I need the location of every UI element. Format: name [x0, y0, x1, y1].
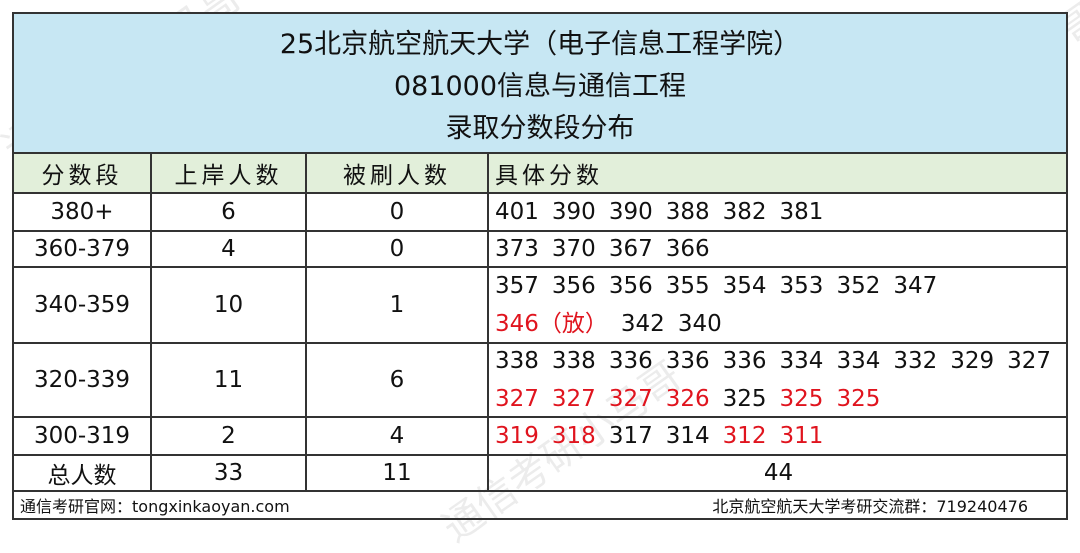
footer-website: 通信考研官网：tongxinkaoyan.com — [20, 497, 290, 516]
score-admitted: 336 — [665, 348, 710, 374]
table-row: 300-319 2 4 319 318 317 314 312 311 — [14, 418, 1066, 456]
header-scores: 具体分数 — [495, 163, 603, 189]
header-rejected: 被刷人数 — [307, 154, 489, 192]
score-range: 360-379 — [14, 232, 152, 266]
score-admitted: 390 — [608, 199, 653, 225]
score-list: 373 370 367 366 — [489, 232, 1068, 266]
score-rejected: 346（放） — [495, 311, 608, 337]
score-list: 338 338 336 336 336 334 334 332 329 327 327 327 327 3… — [489, 344, 1068, 416]
score-admitted: 342 — [620, 311, 665, 337]
total-all: 44 — [763, 460, 794, 486]
score-range: 380+ — [14, 194, 152, 230]
score-admitted: 370 — [551, 236, 596, 262]
score-admitted: 390 — [551, 199, 596, 225]
score-distribution-table: 25北京航空航天大学（电子信息工程学院） 081000信息与通信工程 录取分数段… — [12, 12, 1068, 520]
table-row: 360-379 4 0 373 370 367 366 — [14, 232, 1066, 268]
score-admitted: 334 — [779, 348, 824, 374]
admitted-count: 10 — [152, 268, 307, 342]
rejected-count: 6 — [307, 344, 489, 416]
score-admitted: 334 — [836, 348, 881, 374]
header-admitted: 上岸人数 — [152, 154, 307, 192]
score-list: 319 318 317 314 312 311 — [489, 418, 1068, 454]
table-row: 320-339 11 6 338 338 336 336 336 334 334 332 329 327… — [14, 344, 1066, 418]
total-row: 总人数 33 11 44 — [14, 456, 1066, 492]
score-admitted: 332 — [893, 348, 938, 374]
score-admitted: 381 — [779, 199, 824, 225]
score-admitted: 338 — [495, 348, 539, 374]
score-admitted: 340 — [677, 311, 722, 337]
score-range: 320-339 — [14, 344, 152, 416]
rejected-count: 4 — [307, 418, 489, 454]
score-admitted: 367 — [608, 236, 653, 262]
total-label: 总人数 — [14, 456, 152, 490]
title-line-1: 25北京航空航天大学（电子信息工程学院） — [279, 29, 801, 60]
header-range: 分数段 — [14, 154, 152, 192]
footer: 通信考研官网：tongxinkaoyan.com 北京航空航天大学考研交流群：7… — [14, 488, 1066, 518]
score-range: 340-359 — [14, 268, 152, 342]
score-admitted: 329 — [950, 348, 995, 374]
score-admitted: 336 — [722, 348, 767, 374]
total-rejected: 11 — [307, 456, 489, 490]
score-rejected: 312 — [722, 423, 767, 449]
admitted-count: 6 — [152, 194, 307, 230]
score-rejected: 327 — [495, 386, 539, 412]
admitted-count: 2 — [152, 418, 307, 454]
score-admitted: 373 — [495, 236, 539, 262]
score-admitted: 336 — [608, 348, 653, 374]
score-admitted: 401 — [495, 199, 539, 225]
score-rejected: 318 — [551, 423, 596, 449]
rejected-count: 0 — [307, 232, 489, 266]
total-admitted: 33 — [152, 456, 307, 490]
score-rejected: 311 — [779, 423, 824, 449]
title-line-3: 录取分数段分布 — [445, 113, 635, 144]
score-rejected: 319 — [495, 423, 539, 449]
score-list: 357 356 356 355 354 353 352 347 346（放） 342 340 — [489, 268, 1068, 342]
score-admitted: 325 — [722, 386, 767, 412]
score-admitted: 356 — [551, 273, 596, 299]
score-admitted: 338 — [551, 348, 596, 374]
header-row: 分数段 上岸人数 被刷人数 具体分数 — [14, 154, 1066, 194]
score-admitted: 366 — [665, 236, 710, 262]
score-admitted: 355 — [665, 273, 710, 299]
score-rejected: 327 — [551, 386, 596, 412]
score-list: 401 390 390 388 382 381 — [489, 194, 1068, 230]
score-admitted: 357 — [495, 273, 539, 299]
score-admitted: 354 — [722, 273, 767, 299]
table-row: 340-359 10 1 357 356 356 355 354 353 352 347 346（放）… — [14, 268, 1066, 344]
score-range: 300-319 — [14, 418, 152, 454]
score-admitted: 356 — [608, 273, 653, 299]
score-admitted: 353 — [779, 273, 824, 299]
admitted-count: 4 — [152, 232, 307, 266]
title-line-2: 081000信息与通信工程 — [393, 71, 687, 102]
score-admitted: 327 — [1007, 348, 1052, 374]
footer-group: 北京航空航天大学考研交流群：719240476 — [712, 497, 1028, 516]
score-admitted: 347 — [893, 273, 938, 299]
rejected-count: 0 — [307, 194, 489, 230]
score-admitted: 388 — [665, 199, 710, 225]
score-rejected: 326 — [665, 386, 710, 412]
rejected-count: 1 — [307, 268, 489, 342]
score-rejected: 325 — [779, 386, 824, 412]
score-admitted: 352 — [836, 273, 881, 299]
table-title: 25北京航空航天大学（电子信息工程学院） 081000信息与通信工程 录取分数段… — [14, 14, 1066, 154]
score-rejected: 327 — [608, 386, 653, 412]
score-admitted: 314 — [665, 423, 710, 449]
table-row: 380+ 6 0 401 390 390 388 382 381 — [14, 194, 1066, 232]
score-admitted: 382 — [722, 199, 767, 225]
score-admitted: 317 — [608, 423, 653, 449]
score-rejected: 325 — [836, 386, 881, 412]
admitted-count: 11 — [152, 344, 307, 416]
